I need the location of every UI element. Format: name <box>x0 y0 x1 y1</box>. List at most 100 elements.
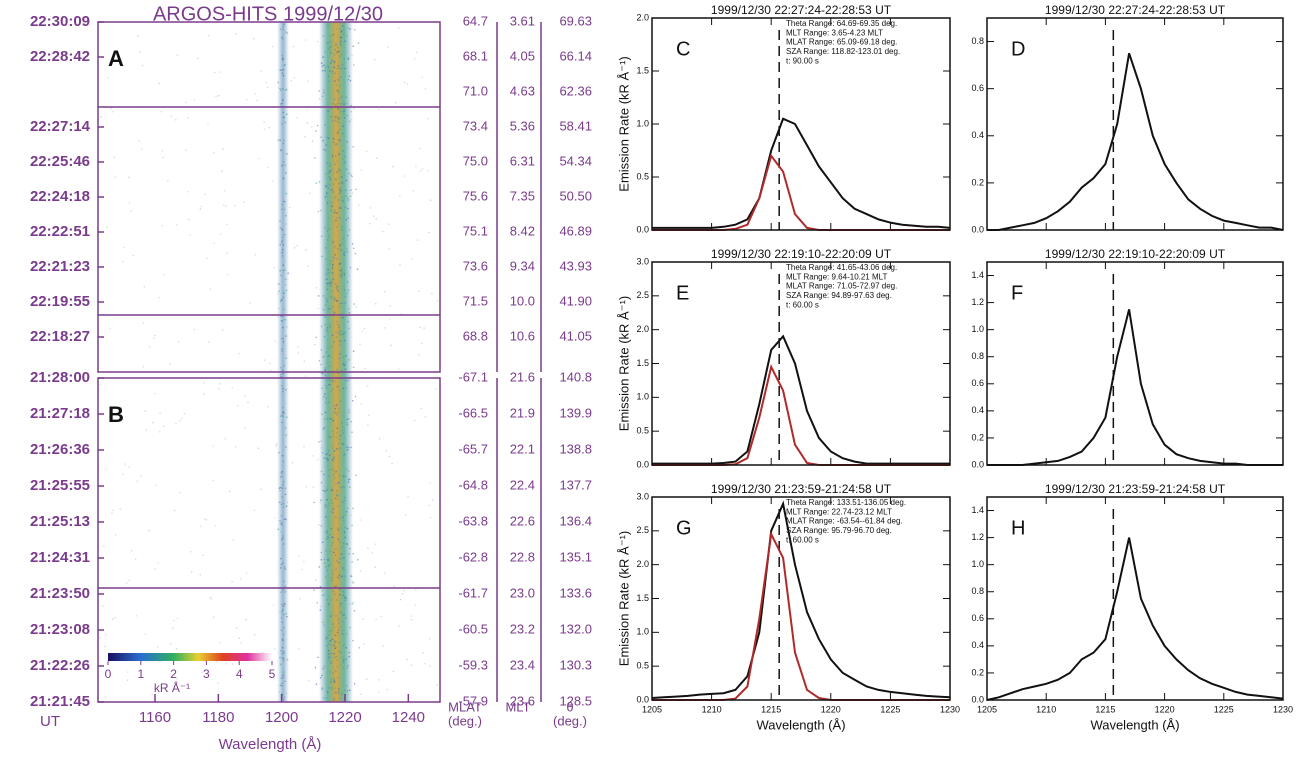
noise-dot <box>320 558 323 561</box>
noise-dot <box>336 320 338 323</box>
noise-dot <box>320 481 323 484</box>
noise-dot <box>343 110 345 113</box>
noise-dot <box>281 69 283 72</box>
noise-dot <box>350 189 352 191</box>
noise-dot <box>340 30 343 33</box>
noise-dot <box>378 679 380 681</box>
plot-frame <box>986 261 1284 466</box>
noise-dot <box>324 323 327 326</box>
noise-dot <box>341 190 343 192</box>
noise-dot <box>240 577 242 580</box>
noise-dot <box>285 278 287 281</box>
noise-dot <box>320 525 323 527</box>
noise-dot <box>351 119 353 121</box>
coordinate-value: 66.14 <box>559 48 592 63</box>
noise-dot <box>319 676 322 679</box>
noise-dot <box>331 157 333 159</box>
noise-dot <box>342 475 345 478</box>
annotation: MLAT Range: 65.09-69.18 deg. <box>786 38 897 47</box>
noise-dot <box>320 499 322 502</box>
noise-dot <box>340 110 342 113</box>
noise-dot <box>322 396 325 398</box>
noise-dot <box>339 400 342 403</box>
noise-dot <box>193 98 195 101</box>
noise-dot <box>330 209 333 212</box>
noise-dot <box>317 210 320 213</box>
noise-dot <box>327 272 330 274</box>
noise-dot <box>128 202 131 204</box>
coordinate-value: -64.8 <box>458 477 488 492</box>
noise-dot <box>331 638 334 641</box>
noise-dot <box>324 51 326 53</box>
noise-dot <box>328 379 331 381</box>
noise-dot <box>351 561 353 563</box>
noise-dot <box>281 610 283 612</box>
noise-dot <box>338 326 341 328</box>
noise-dot <box>266 405 269 408</box>
noise-dot <box>282 177 285 179</box>
noise-dot <box>328 550 331 553</box>
noise-dot <box>336 299 339 302</box>
noise-dot <box>112 509 114 512</box>
noise-dot <box>340 527 342 529</box>
noise-dot <box>281 350 283 353</box>
noise-dot <box>326 692 329 694</box>
noise-dot <box>348 274 351 277</box>
noise-dot <box>332 256 334 258</box>
noise-dot <box>330 499 333 502</box>
noise-dot <box>347 78 350 81</box>
y-tick-label: 2.5 <box>636 525 649 535</box>
noise-dot <box>335 670 337 672</box>
noise-dot <box>291 461 294 464</box>
noise-dot <box>347 418 350 420</box>
noise-dot <box>349 548 351 550</box>
noise-dot <box>424 415 427 418</box>
spectrum-line <box>652 363 950 466</box>
noise-dot <box>226 273 229 276</box>
coordinate-value: 22.6 <box>510 513 535 528</box>
noise-dot <box>343 58 346 60</box>
coordinate-value: 73.4 <box>463 118 488 133</box>
noise-dot <box>360 169 363 171</box>
noise-dot <box>329 599 332 601</box>
noise-dot <box>328 227 331 230</box>
noise-dot <box>328 435 330 438</box>
noise-dot <box>240 642 243 644</box>
noise-dot <box>327 24 329 27</box>
noise-dot <box>421 342 423 345</box>
noise-dot <box>281 406 284 409</box>
noise-dot <box>338 561 341 564</box>
annotation: MLAT Range: 71.05-72.97 deg. <box>786 282 897 291</box>
noise-dot <box>323 457 325 459</box>
x-tick-label: 1210 <box>1036 704 1056 714</box>
noise-dot <box>281 369 284 372</box>
noise-dot <box>350 110 352 113</box>
noise-dot <box>399 264 401 266</box>
noise-dot <box>280 149 283 151</box>
noise-dot <box>348 120 351 123</box>
noise-dot <box>281 522 283 524</box>
noise-dot <box>285 223 287 225</box>
noise-dot <box>356 268 359 271</box>
noise-dot <box>342 542 345 545</box>
noise-dot <box>304 136 306 138</box>
noise-dot <box>158 431 161 433</box>
noise-dot <box>343 162 346 165</box>
noise-dot <box>333 405 336 407</box>
noise-dot <box>331 458 334 461</box>
noise-dot <box>337 118 340 120</box>
noise-dot <box>282 633 285 636</box>
noise-dot <box>339 333 341 336</box>
colorbar-tick-label: 4 <box>236 667 243 681</box>
noise-dot <box>176 224 178 226</box>
panel-label: H <box>1011 517 1025 539</box>
noise-dot <box>325 379 328 382</box>
coordinate-value: 23.4 <box>510 657 535 672</box>
noise-dot <box>272 45 274 48</box>
noise-dot <box>281 385 283 387</box>
noise-dot <box>339 651 342 654</box>
noise-dot <box>323 418 326 420</box>
noise-dot <box>415 165 417 168</box>
noise-dot <box>352 64 355 66</box>
noise-dot <box>334 119 337 122</box>
